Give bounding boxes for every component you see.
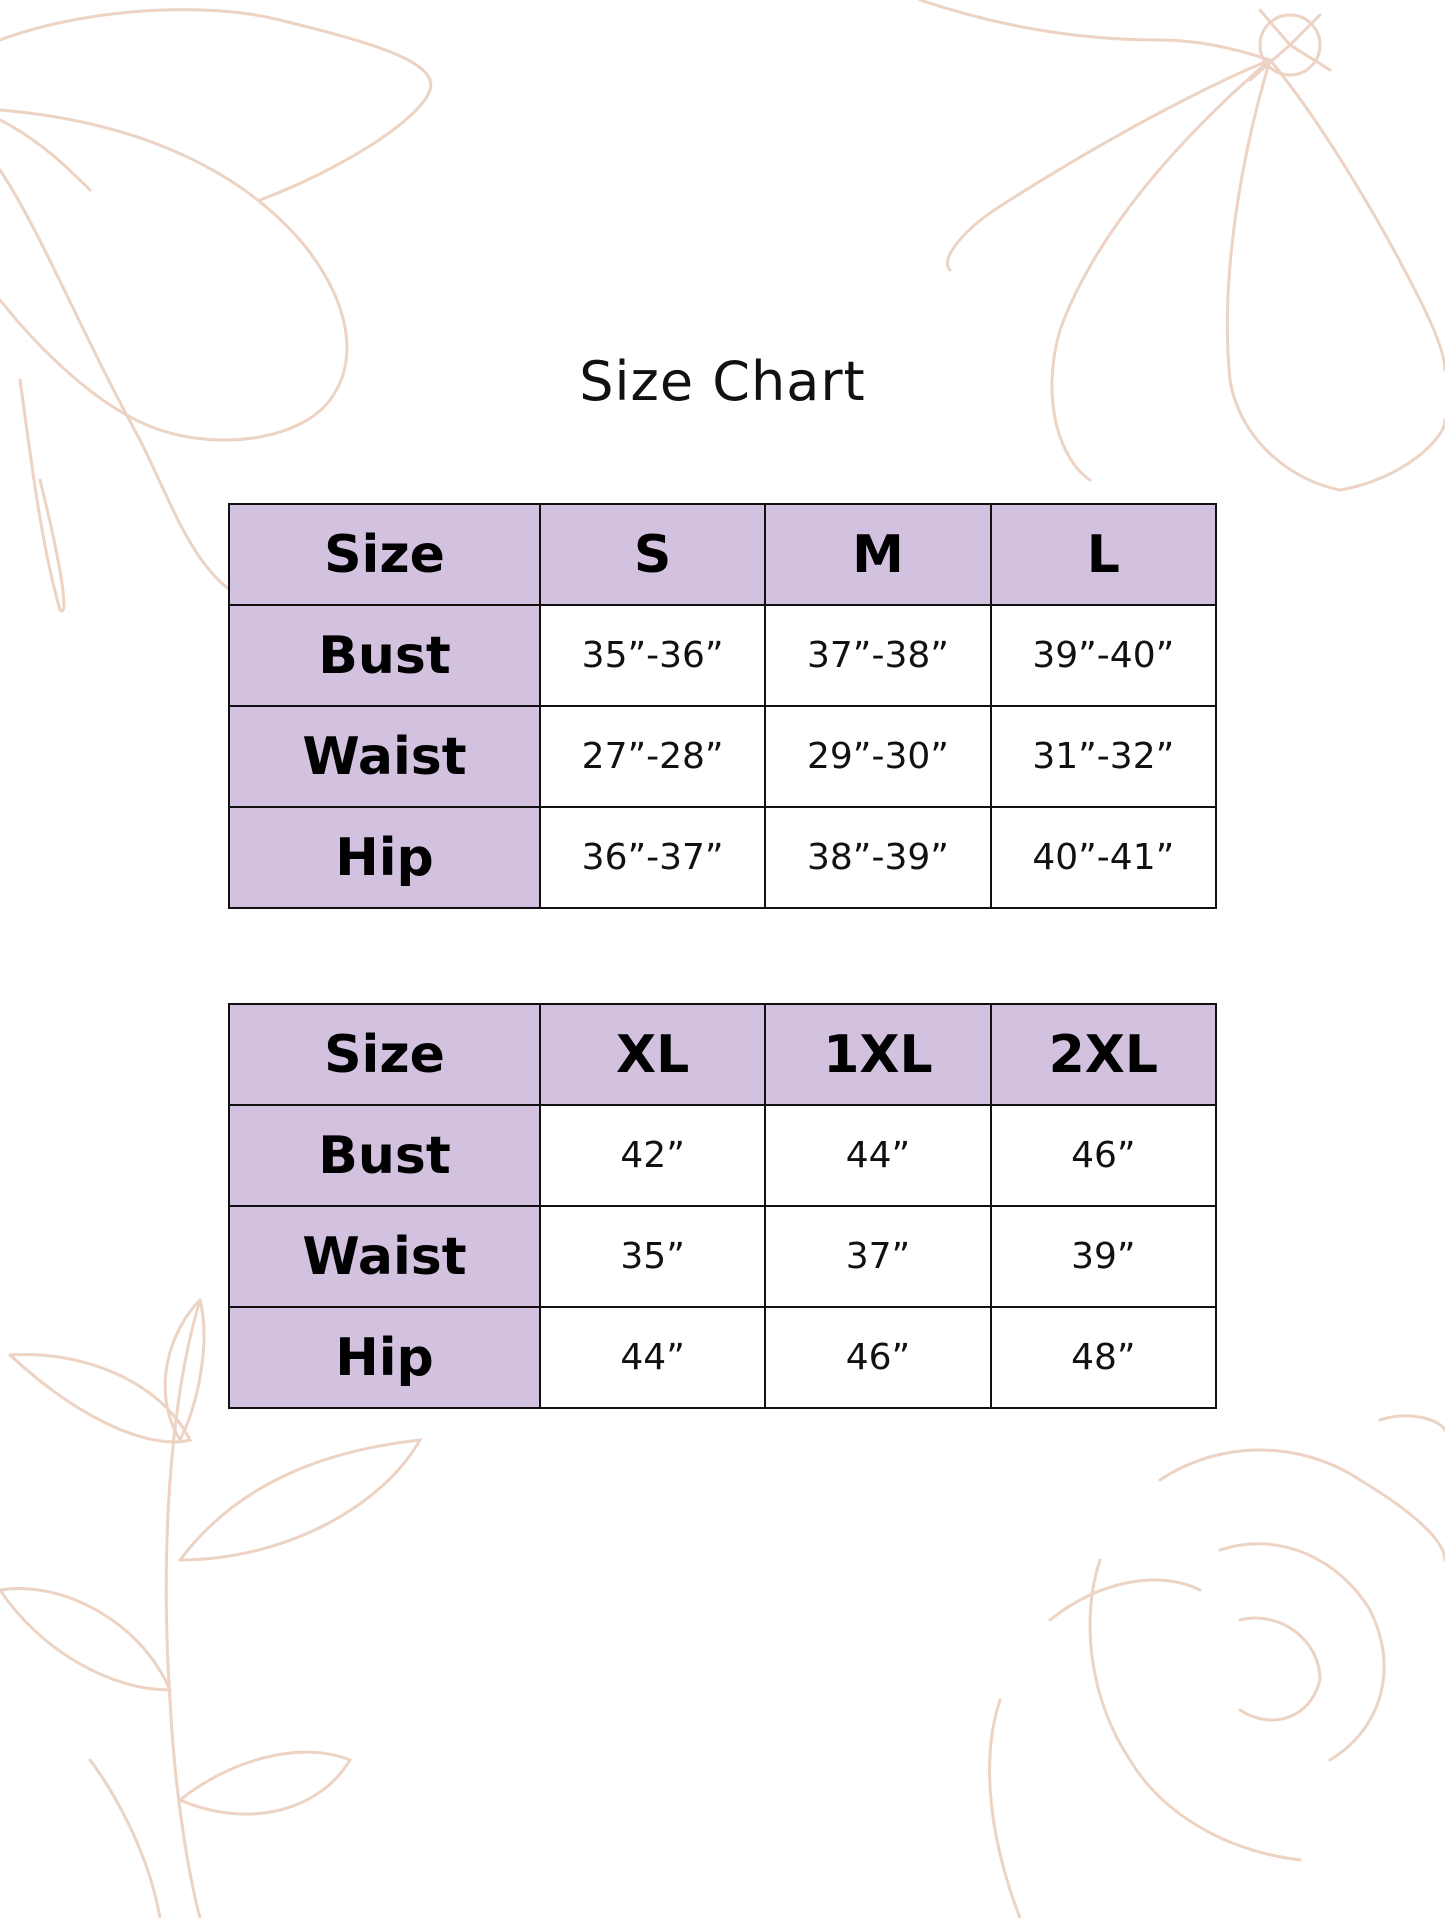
table-header-row: Size XL 1XL 2XL [228,1003,1218,1106]
row-label: Bust [228,604,541,707]
table-header-row: Size S M L [228,503,1218,606]
leaves-bottom-left-icon [0,1298,423,1918]
rose-bottom-right-icon [988,1414,1445,1918]
size-table-xl-1xl-2xl: Size XL 1XL 2XL Bust 42” 44” 46” Waist 3… [228,1003,1218,1409]
table-cell: 27”-28” [538,705,767,808]
table-cell: 40”-41” [989,806,1218,909]
table-row: Hip 44” 46” 48” [228,1306,1218,1409]
table-cell: 31”-32” [989,705,1218,808]
header-cell: M [764,503,992,606]
table-cell: 38”-39” [764,806,992,909]
table-row: Bust 35”-36” 37”-38” 39”-40” [228,604,1218,707]
table-cell: 29”-30” [764,705,992,808]
table-row: Bust 42” 44” 46” [228,1104,1218,1207]
table-cell: 35” [538,1205,767,1308]
row-label: Hip [228,806,541,909]
row-label: Hip [228,1306,541,1409]
header-cell: Size [228,503,541,606]
table-cell: 37”-38” [764,604,992,707]
header-cell: XL [538,1003,767,1106]
flower-top-right-icon [918,0,1445,492]
table-cell: 37” [764,1205,992,1308]
header-cell: 2XL [989,1003,1218,1106]
table-cell: 35”-36” [538,604,767,707]
table-cell: 44” [764,1104,992,1207]
row-label: Waist [228,1205,541,1308]
table-row: Hip 36”-37” 38”-39” 40”-41” [228,806,1218,909]
page-title: Size Chart [579,350,866,413]
header-cell: Size [228,1003,541,1106]
header-cell: S [538,503,767,606]
table-cell: 42” [538,1104,767,1207]
row-label: Waist [228,705,541,808]
row-label: Bust [228,1104,541,1207]
table-cell: 46” [989,1104,1218,1207]
table-cell: 39” [989,1205,1218,1308]
table-cell: 36”-37” [538,806,767,909]
table-row: Waist 27”-28” 29”-30” 31”-32” [228,705,1218,808]
table-cell: 39”-40” [989,604,1218,707]
table-cell: 46” [764,1306,992,1409]
size-table-s-m-l: Size S M L Bust 35”-36” 37”-38” 39”-40” … [228,503,1218,909]
table-cell: 44” [538,1306,767,1409]
header-cell: L [989,503,1218,606]
table-row: Waist 35” 37” 39” [228,1205,1218,1308]
table-cell: 48” [989,1306,1218,1409]
header-cell: 1XL [764,1003,992,1106]
flower-top-left-icon [0,8,433,613]
